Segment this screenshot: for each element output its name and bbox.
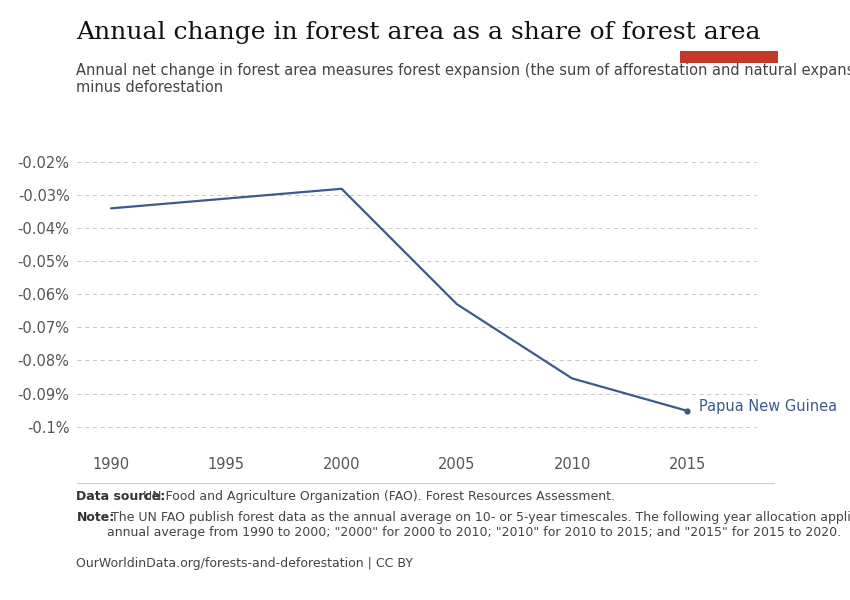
Text: Annual net change in forest area measures forest expansion (the sum of afforesta: Annual net change in forest area measure… — [76, 63, 850, 95]
Text: OurWorldinData.org/forests-and-deforestation | CC BY: OurWorldinData.org/forests-and-deforesta… — [76, 557, 413, 570]
Text: Annual change in forest area as a share of forest area: Annual change in forest area as a share … — [76, 21, 761, 44]
Text: UN Food and Agriculture Organization (FAO). Forest Resources Assessment.: UN Food and Agriculture Organization (FA… — [139, 490, 615, 503]
Text: Our World: Our World — [699, 19, 758, 29]
Text: Papua New Guinea: Papua New Guinea — [699, 400, 837, 415]
Text: Data source:: Data source: — [76, 490, 166, 503]
Text: in Data: in Data — [707, 34, 750, 44]
Text: The UN FAO publish forest data as the annual average on 10- or 5-year timescales: The UN FAO publish forest data as the an… — [107, 511, 850, 539]
Bar — [680, 51, 778, 63]
Text: Note:: Note: — [76, 511, 115, 524]
